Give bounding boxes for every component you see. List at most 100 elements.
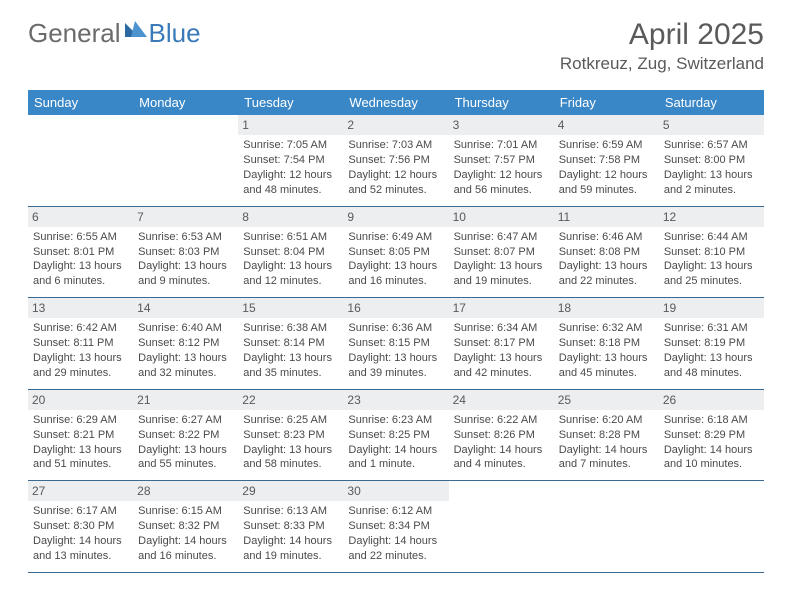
week-row: 27Sunrise: 6:17 AMSunset: 8:30 PMDayligh… bbox=[28, 481, 764, 573]
sunset-text: Sunset: 8:10 PM bbox=[664, 245, 759, 260]
month-title: April 2025 bbox=[560, 18, 764, 52]
sunset-text: Sunset: 8:17 PM bbox=[454, 336, 549, 351]
sunset-text: Sunset: 8:34 PM bbox=[348, 519, 443, 534]
daylight-text: Daylight: 13 hours and 45 minutes. bbox=[559, 351, 654, 381]
week-row: 6 Sunrise: 6:55 AMSunset: 8:01 PM Daylight… bbox=[28, 207, 764, 299]
daylight-text: Daylight: 13 hours and 42 minutes. bbox=[454, 351, 549, 381]
sunrise-text: Sunrise: 6:49 AM bbox=[348, 230, 443, 245]
daylight-text: Daylight: 14 hours and 19 minutes. bbox=[243, 534, 338, 564]
dow-header: Thursday bbox=[449, 90, 554, 115]
daylight-text: Daylight: 13 hours and 9 minutes. bbox=[138, 259, 233, 289]
daylight-text: Daylight: 13 hours and 55 minutes. bbox=[138, 443, 233, 473]
daylight-text: Daylight: 13 hours and 2 minutes. bbox=[664, 168, 759, 198]
sunrise-text: Sunrise: 7:01 AM bbox=[454, 138, 549, 153]
sunset-text: Sunset: 8:18 PM bbox=[559, 336, 654, 351]
sunrise-text: Sunrise: 6:53 AM bbox=[138, 230, 233, 245]
day-number: 25 bbox=[554, 390, 659, 410]
brand-word-1: General bbox=[28, 18, 121, 49]
sunset-text: Sunset: 8:25 PM bbox=[348, 428, 443, 443]
sunset-text: Sunset: 8:15 PM bbox=[348, 336, 443, 351]
day-cell: 30Sunrise: 6:12 AMSunset: 8:34 PMDayligh… bbox=[343, 481, 448, 572]
sunset-text: Sunset: 8:30 PM bbox=[33, 519, 128, 534]
day-cell: . bbox=[28, 115, 133, 206]
sunrise-text: Sunrise: 6:31 AM bbox=[664, 321, 759, 336]
daylight-text: Daylight: 13 hours and 29 minutes. bbox=[33, 351, 128, 381]
daylight-text: Daylight: 12 hours and 48 minutes. bbox=[243, 168, 338, 198]
day-number: 22 bbox=[238, 390, 343, 410]
day-cell: 8Sunrise: 6:51 AMSunset: 8:04 PMDaylight… bbox=[238, 207, 343, 298]
day-cell: 24Sunrise: 6:22 AMSunset: 8:26 PMDayligh… bbox=[449, 390, 554, 481]
day-cell: 25Sunrise: 6:20 AMSunset: 8:28 PMDayligh… bbox=[554, 390, 659, 481]
day-number: 10 bbox=[449, 207, 554, 227]
sunrise-text: Sunrise: 7:03 AM bbox=[348, 138, 443, 153]
day-number: 1 bbox=[238, 115, 343, 135]
title-block: April 2025 Rotkreuz, Zug, Switzerland bbox=[560, 18, 764, 74]
sunrise-text: Sunrise: 6:23 AM bbox=[348, 413, 443, 428]
day-number: 16 bbox=[343, 298, 448, 318]
day-cell: 21Sunrise: 6:27 AMSunset: 8:22 PMDayligh… bbox=[133, 390, 238, 481]
sunrise-text: Sunrise: 6:12 AM bbox=[348, 504, 443, 519]
day-number: 14 bbox=[133, 298, 238, 318]
dow-header: Wednesday bbox=[343, 90, 448, 115]
sunrise-text: Sunrise: 6:38 AM bbox=[243, 321, 338, 336]
sunrise-text: Sunrise: 6:15 AM bbox=[138, 504, 233, 519]
location-subtitle: Rotkreuz, Zug, Switzerland bbox=[560, 54, 764, 74]
day-number: 26 bbox=[659, 390, 764, 410]
day-number: 19 bbox=[659, 298, 764, 318]
day-cell: 26Sunrise: 6:18 AMSunset: 8:29 PMDayligh… bbox=[659, 390, 764, 481]
day-cell: 12Sunrise: 6:44 AMSunset: 8:10 PMDayligh… bbox=[659, 207, 764, 298]
daylight-text: Daylight: 14 hours and 13 minutes. bbox=[33, 534, 128, 564]
day-number: 3 bbox=[449, 115, 554, 135]
sunset-text: Sunset: 7:57 PM bbox=[454, 153, 549, 168]
daylight-text: Daylight: 13 hours and 32 minutes. bbox=[138, 351, 233, 381]
day-number: 2 bbox=[343, 115, 448, 135]
day-cell: 16Sunrise: 6:36 AMSunset: 8:15 PMDayligh… bbox=[343, 298, 448, 389]
day-number: 23 bbox=[343, 390, 448, 410]
day-number: 11 bbox=[554, 207, 659, 227]
day-number: 6 bbox=[28, 207, 133, 227]
daylight-text: Daylight: 14 hours and 1 minute. bbox=[348, 443, 443, 473]
day-number: 24 bbox=[449, 390, 554, 410]
day-cell: 9Sunrise: 6:49 AMSunset: 8:05 PMDaylight… bbox=[343, 207, 448, 298]
sunrise-text: Sunrise: 6:13 AM bbox=[243, 504, 338, 519]
sunset-text: Sunset: 8:23 PM bbox=[243, 428, 338, 443]
day-cell: 2 Sunrise: 7:03 AMSunset: 7:56 PMDaylight… bbox=[343, 115, 448, 206]
dow-header: Monday bbox=[133, 90, 238, 115]
sunrise-text: Sunrise: 6:18 AM bbox=[664, 413, 759, 428]
sunrise-text: Sunrise: 6:40 AM bbox=[138, 321, 233, 336]
week-row: 20Sunrise: 6:29 AMSunset: 8:21 PMDayligh… bbox=[28, 390, 764, 482]
day-cell: 23 Sunrise: 6:23 AMSunset: 8:25 PMDayligh… bbox=[343, 390, 448, 481]
sunrise-text: Sunrise: 6:42 AM bbox=[33, 321, 128, 336]
day-number: 18 bbox=[554, 298, 659, 318]
day-cell: 4Sunrise: 6:59 AMSunset: 7:58 PMDaylight… bbox=[554, 115, 659, 206]
sunrise-text: Sunrise: 6:27 AM bbox=[138, 413, 233, 428]
day-cell: . bbox=[659, 481, 764, 572]
sunrise-text: Sunrise: 6:47 AM bbox=[454, 230, 549, 245]
day-cell: 19Sunrise: 6:31 AMSunset: 8:19 PMDayligh… bbox=[659, 298, 764, 389]
dow-header-row: SundayMondayTuesdayWednesdayThursdayFrid… bbox=[28, 90, 764, 115]
daylight-text: Daylight: 13 hours and 19 minutes. bbox=[454, 259, 549, 289]
day-cell: 10 Sunrise: 6:47 AMSunset: 8:07 PMDayligh… bbox=[449, 207, 554, 298]
day-cell: 18Sunrise: 6:32 AMSunset: 8:18 PMDayligh… bbox=[554, 298, 659, 389]
daylight-text: Daylight: 13 hours and 48 minutes. bbox=[664, 351, 759, 381]
sunset-text: Sunset: 8:01 PM bbox=[33, 245, 128, 260]
day-cell: 14Sunrise: 6:40 AMSunset: 8:12 PMDayligh… bbox=[133, 298, 238, 389]
day-cell: 15Sunrise: 6:38 AMSunset: 8:14 PMDayligh… bbox=[238, 298, 343, 389]
daylight-text: Daylight: 13 hours and 25 minutes. bbox=[664, 259, 759, 289]
daylight-text: Daylight: 12 hours and 52 minutes. bbox=[348, 168, 443, 198]
day-cell: 11Sunrise: 6:46 AMSunset: 8:08 PMDayligh… bbox=[554, 207, 659, 298]
daylight-text: Daylight: 13 hours and 58 minutes. bbox=[243, 443, 338, 473]
sunrise-text: Sunrise: 6:55 AM bbox=[33, 230, 128, 245]
sunset-text: Sunset: 8:07 PM bbox=[454, 245, 549, 260]
sunset-text: Sunset: 7:56 PM bbox=[348, 153, 443, 168]
sunset-text: Sunset: 8:11 PM bbox=[33, 336, 128, 351]
day-cell: 13 Sunrise: 6:42 AMSunset: 8:11 PMDayligh… bbox=[28, 298, 133, 389]
day-number: 27 bbox=[28, 481, 133, 501]
dow-header: Sunday bbox=[28, 90, 133, 115]
sunset-text: Sunset: 7:54 PM bbox=[243, 153, 338, 168]
day-cell: 28Sunrise: 6:15 AMSunset: 8:32 PMDayligh… bbox=[133, 481, 238, 572]
day-number: 13 bbox=[28, 298, 133, 318]
sunset-text: Sunset: 8:32 PM bbox=[138, 519, 233, 534]
sunrise-text: Sunrise: 6:44 AM bbox=[664, 230, 759, 245]
brand-triangle-icon bbox=[125, 19, 147, 37]
